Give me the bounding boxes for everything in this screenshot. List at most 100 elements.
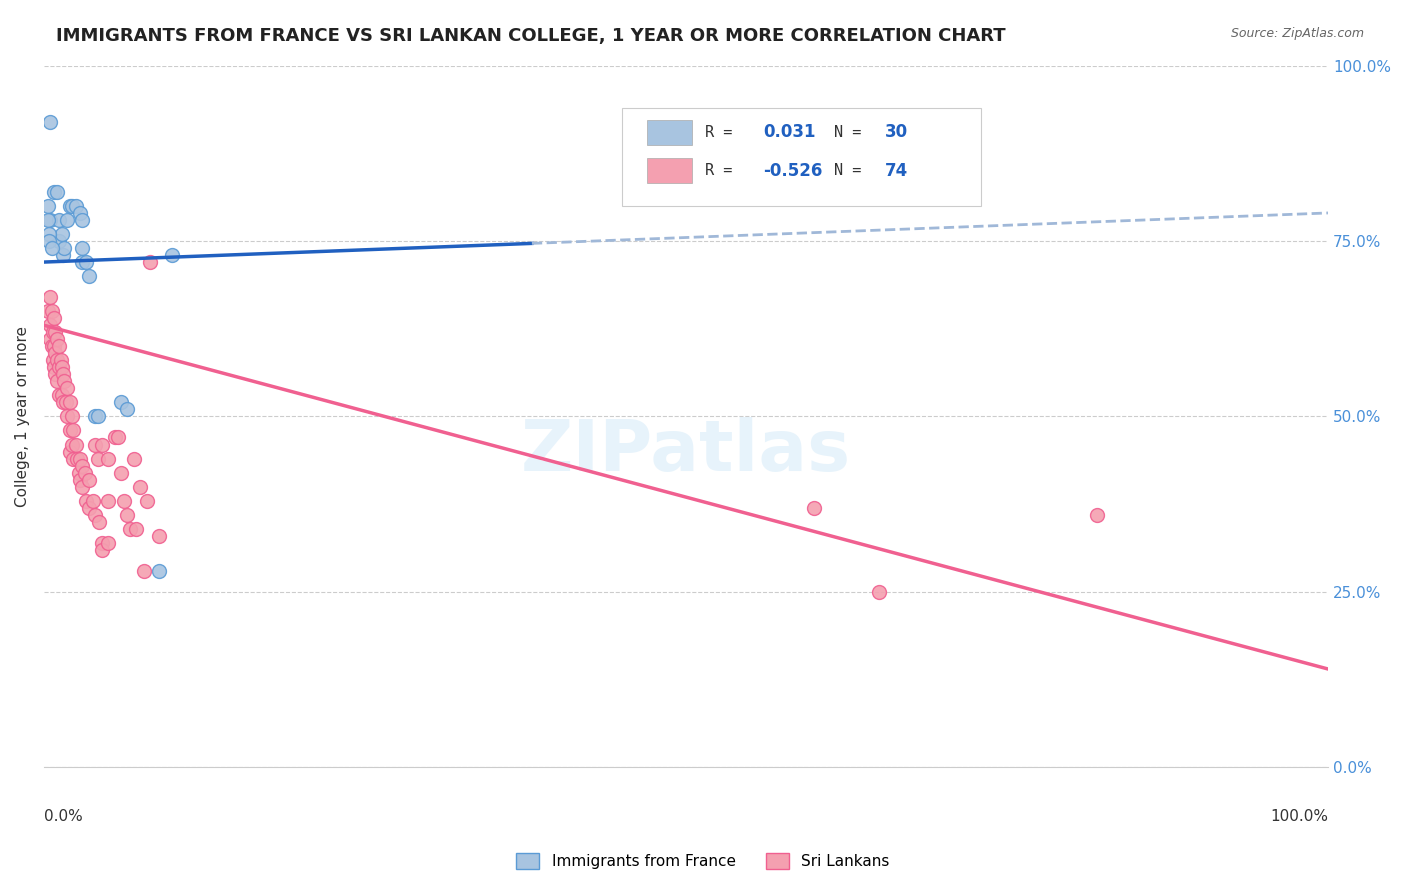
Point <box>72 255 94 269</box>
Point <box>90 535 112 549</box>
Point <box>39 213 62 227</box>
Point <box>803 500 825 515</box>
Point <box>44 368 66 382</box>
Point <box>58 395 80 409</box>
Text: R =: R = <box>706 163 742 178</box>
Point <box>42 325 65 339</box>
Text: ZIPatlas: ZIPatlas <box>522 417 851 486</box>
Y-axis label: College, 1 year or more: College, 1 year or more <box>15 326 30 507</box>
Point <box>103 430 125 444</box>
Text: 30: 30 <box>884 123 908 141</box>
Point <box>60 409 83 424</box>
Point <box>135 493 157 508</box>
Point <box>39 332 62 346</box>
Point <box>65 437 87 451</box>
Point <box>39 114 62 128</box>
Point <box>73 466 96 480</box>
Point <box>37 304 59 318</box>
Point <box>87 409 110 424</box>
Text: 100.0%: 100.0% <box>1270 809 1329 824</box>
Point <box>48 339 70 353</box>
Point <box>65 199 87 213</box>
Point <box>84 437 107 451</box>
Point <box>38 234 60 248</box>
Point <box>84 409 107 424</box>
Point <box>44 360 66 375</box>
Point <box>53 375 76 389</box>
Point <box>72 213 94 227</box>
Legend: Immigrants from France, Sri Lankans: Immigrants from France, Sri Lankans <box>510 847 896 875</box>
Text: Source: ZipAtlas.com: Source: ZipAtlas.com <box>1230 27 1364 40</box>
Point <box>37 199 59 213</box>
Point <box>52 248 75 262</box>
Point <box>139 255 162 269</box>
Point <box>67 466 90 480</box>
Point <box>56 409 79 424</box>
Point <box>45 375 67 389</box>
Point <box>118 522 141 536</box>
Point <box>148 564 170 578</box>
Point <box>39 290 62 304</box>
Point <box>44 311 66 326</box>
FancyBboxPatch shape <box>648 120 692 145</box>
Point <box>51 360 73 375</box>
Point <box>48 360 70 375</box>
FancyBboxPatch shape <box>621 108 981 206</box>
Point <box>53 241 76 255</box>
Point <box>77 500 100 515</box>
Point <box>75 255 97 269</box>
Point <box>58 444 80 458</box>
Point <box>45 185 67 199</box>
Point <box>52 368 75 382</box>
Point <box>58 199 80 213</box>
Point <box>69 206 91 220</box>
Point <box>77 269 100 284</box>
Point <box>45 353 67 368</box>
Text: 74: 74 <box>884 161 908 180</box>
Point <box>42 353 65 368</box>
Point <box>60 199 83 213</box>
Point <box>117 508 139 522</box>
Point <box>132 564 155 578</box>
Point <box>41 241 63 255</box>
Text: IMMIGRANTS FROM FRANCE VS SRI LANKAN COLLEGE, 1 YEAR OR MORE CORRELATION CHART: IMMIGRANTS FROM FRANCE VS SRI LANKAN COL… <box>56 27 1005 45</box>
Point <box>107 430 129 444</box>
Point <box>49 353 72 368</box>
Point <box>48 388 70 402</box>
Point <box>62 451 84 466</box>
Point <box>72 458 94 473</box>
Point <box>868 585 890 599</box>
Point <box>97 535 120 549</box>
Point <box>72 480 94 494</box>
Point <box>90 542 112 557</box>
Point <box>84 508 107 522</box>
Point <box>148 529 170 543</box>
Point <box>41 304 63 318</box>
Point <box>58 424 80 438</box>
Point <box>51 388 73 402</box>
Point <box>48 213 70 227</box>
Text: N =: N = <box>834 163 870 178</box>
Point <box>75 493 97 508</box>
Point <box>87 515 110 529</box>
Point <box>41 339 63 353</box>
FancyBboxPatch shape <box>648 158 692 184</box>
Point <box>48 234 70 248</box>
Point <box>44 185 66 199</box>
Point <box>82 493 104 508</box>
Text: R =: R = <box>706 125 742 140</box>
Text: N =: N = <box>834 125 870 140</box>
Point <box>38 227 60 241</box>
Point <box>1085 508 1108 522</box>
Point <box>110 395 132 409</box>
Point <box>62 424 84 438</box>
Point <box>55 395 77 409</box>
Point <box>97 493 120 508</box>
Point <box>162 248 184 262</box>
Point <box>44 346 66 360</box>
Point <box>69 451 91 466</box>
Point <box>45 332 67 346</box>
Point <box>56 213 79 227</box>
Point <box>66 451 89 466</box>
Point <box>87 451 110 466</box>
